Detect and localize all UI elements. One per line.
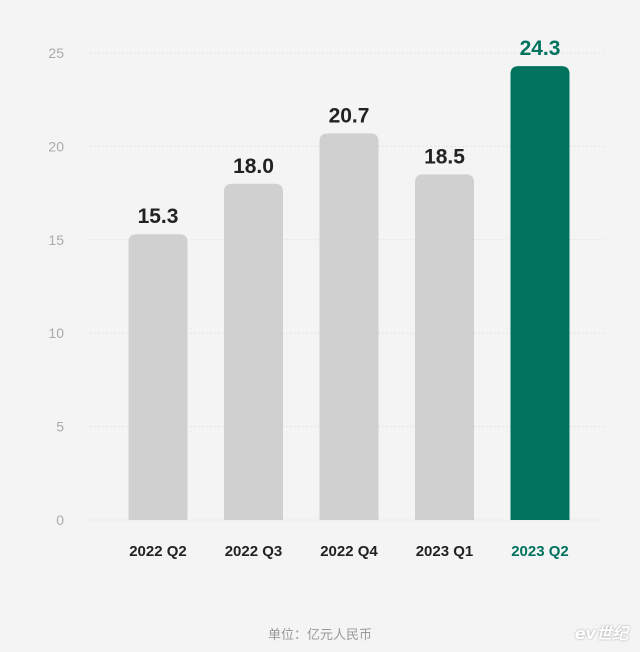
bars	[128, 66, 570, 521]
brand-watermark: ev世纪	[574, 624, 628, 643]
bar-2022-q3	[224, 183, 283, 520]
x-axis-ticks: 2022 Q2 2022 Q3 2022 Q4 2023 Q1 2023 Q2	[129, 543, 569, 560]
y-tick-label: 5	[56, 419, 64, 435]
y-tick-label: 25	[48, 45, 64, 61]
y-tick-label: 15	[48, 232, 64, 248]
bar-2023-q2	[510, 66, 570, 521]
bar-2022-q4	[319, 133, 379, 520]
data-label: 18.0	[233, 155, 274, 178]
x-tick-label: 2022 Q4	[320, 543, 378, 560]
bar-2022-q2	[128, 234, 188, 521]
y-tick-label: 10	[48, 325, 64, 341]
data-labels: 15.3 18.0 20.7 18.5 24.3	[138, 37, 561, 228]
x-tick-label: 2023 Q2	[511, 543, 569, 560]
y-tick-label: 0	[56, 512, 64, 528]
data-label: 18.5	[424, 145, 465, 168]
x-tick-label: 2022 Q3	[225, 543, 283, 560]
data-label: 20.7	[329, 104, 370, 127]
unit-note: 单位：亿元人民币	[267, 628, 372, 643]
data-label: 15.3	[138, 205, 179, 228]
y-axis-ticks: 0 5 10 15 20 25	[48, 45, 64, 528]
x-tick-label: 2023 Q1	[416, 543, 474, 560]
y-tick-label: 20	[48, 138, 64, 154]
x-tick-label: 2022 Q2	[129, 543, 187, 560]
data-label: 24.3	[520, 37, 561, 60]
bar-2023-q1	[415, 174, 474, 521]
